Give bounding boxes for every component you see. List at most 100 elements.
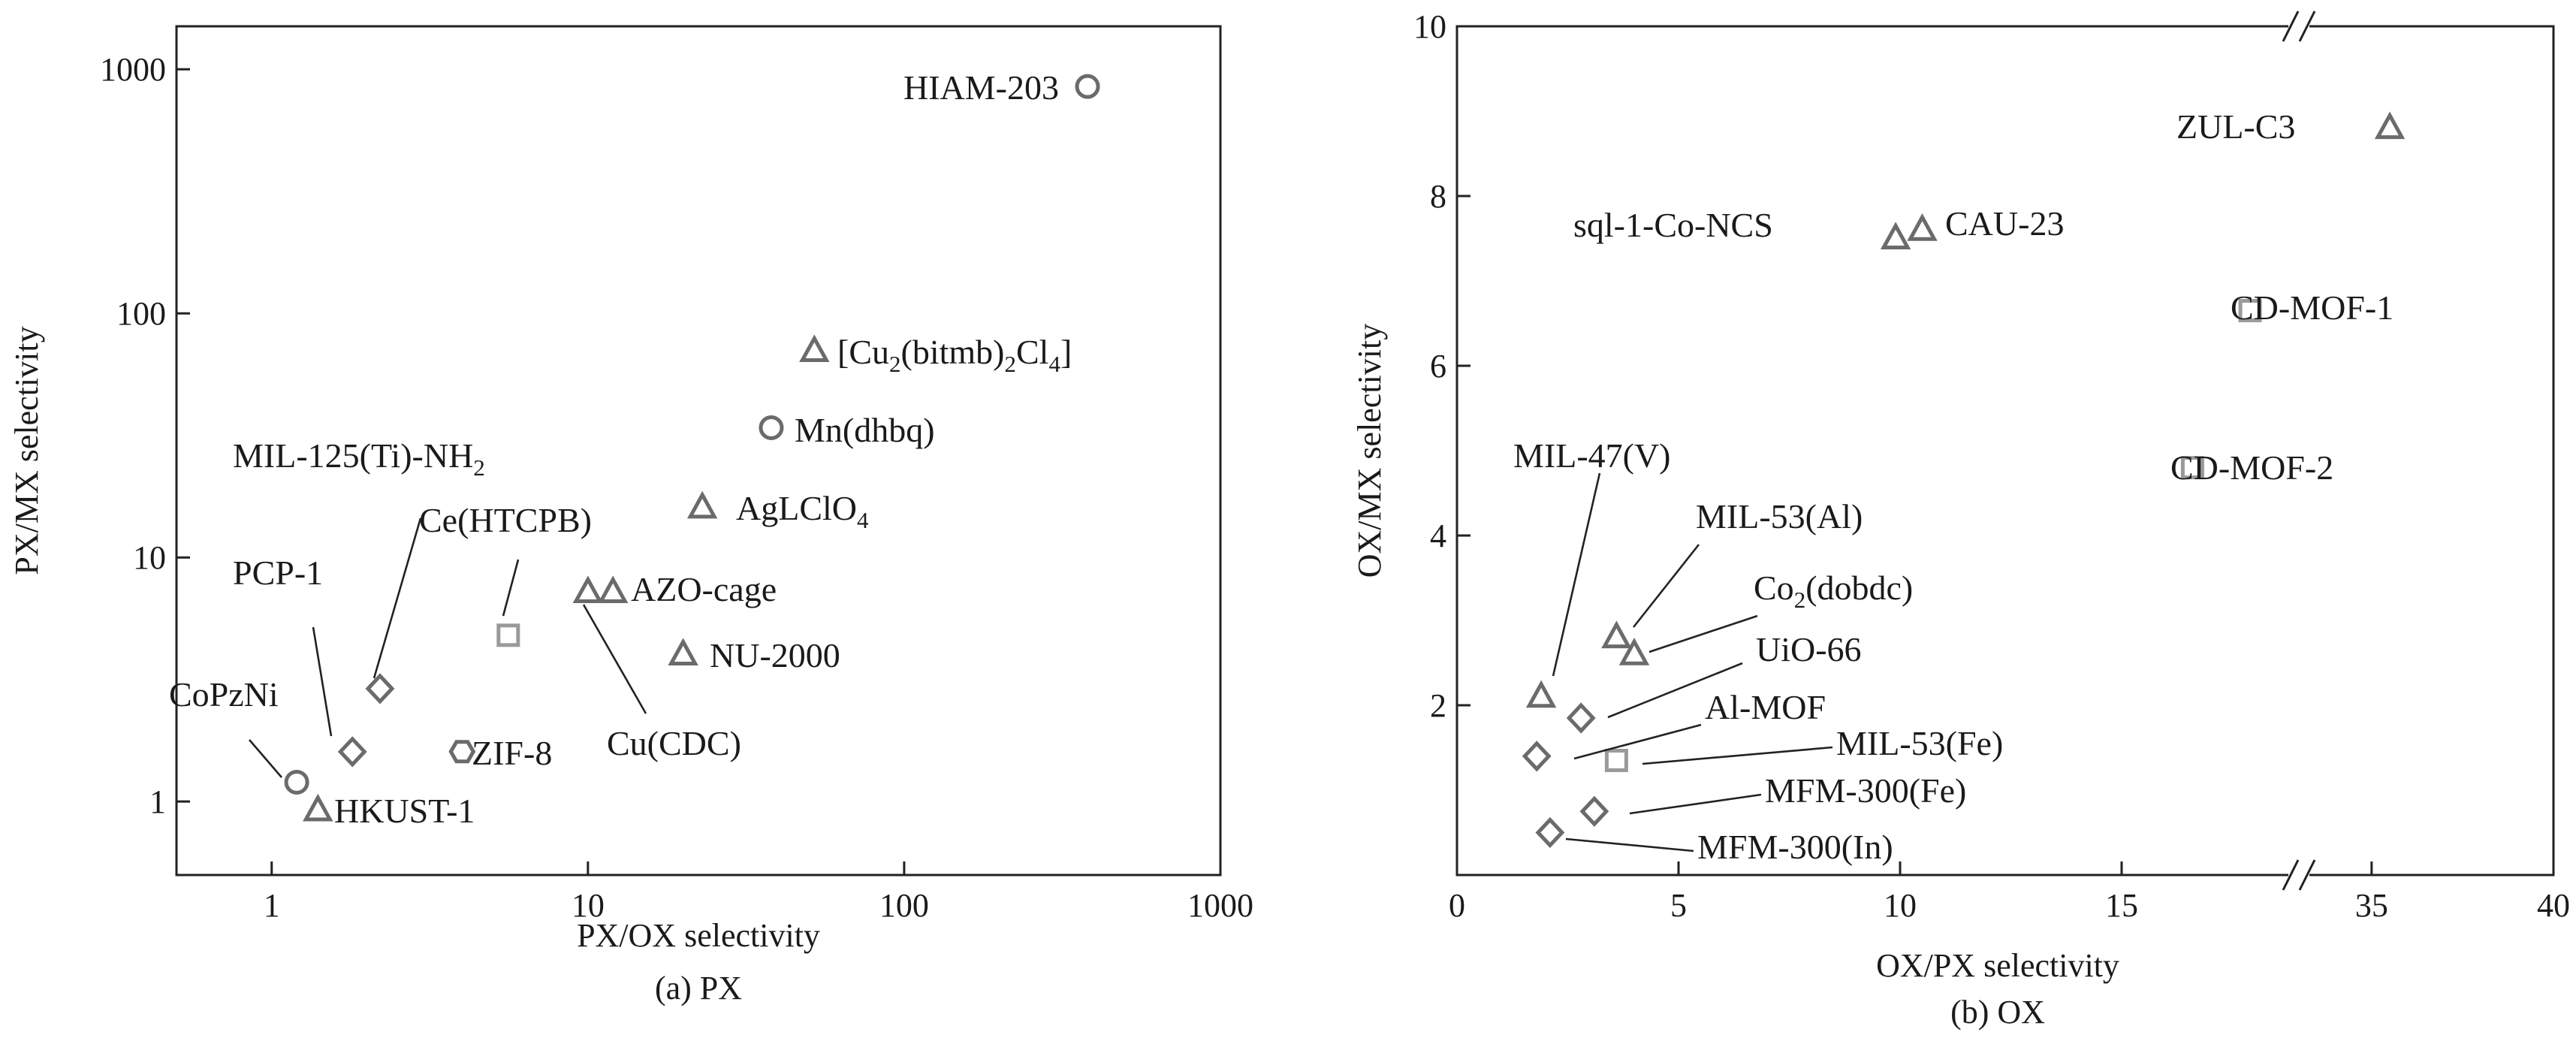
- label-co2-sub: 2: [1794, 587, 1806, 613]
- label-uio-66: UiO-66: [1756, 630, 1862, 668]
- axis-break-bottom: [2282, 859, 2316, 891]
- x-tick-label-b: 5: [1670, 887, 1687, 924]
- marker-mil-125-ti-nh2: [365, 673, 395, 705]
- marker-hkust-1: [303, 793, 333, 822]
- label-cu2-bitmb: [Cu2(bitmb)2Cl4]: [837, 333, 1072, 377]
- marker-mil-53-al: [1601, 620, 1632, 649]
- label-co2-part2: (dobdc): [1805, 569, 1913, 607]
- y-tick-label-a: 10: [133, 539, 166, 576]
- marker-cd-mof-2: [2180, 456, 2204, 480]
- marker-cau-23: [1907, 213, 1938, 241]
- leader-mfmin: [1565, 837, 1694, 852]
- x-tick-label-b: 15: [2105, 887, 2138, 924]
- label-mn-dhbq: Mn(dhbq): [795, 411, 935, 449]
- label-cau-23: CAU-23: [1945, 204, 2064, 243]
- marker-zul-c3: [2374, 111, 2406, 140]
- marker-aglclo4: [686, 490, 718, 519]
- plot-frame-a: [175, 25, 1222, 877]
- y-tick-label-b: 8: [1430, 178, 1446, 215]
- ticks-a: 1 10 100 1000 1 10 100 1000: [100, 51, 1253, 924]
- label-al-mof: Al-MOF: [1705, 688, 1826, 726]
- label-mil-53-fe: MIL-53(Fe): [1836, 724, 2003, 762]
- marker-ce-htcpb: [496, 623, 520, 647]
- label-mil-125: MIL-125(Ti)-NH2: [233, 436, 485, 481]
- y-axis-label-a: PX/MX selectivity: [8, 326, 45, 575]
- label-mfm-300-fe: MFM-300(Fe): [1765, 771, 1966, 810]
- marker-uio-66: [1566, 702, 1596, 734]
- x-axis-label-b: OX/PX selectivity: [1876, 947, 2119, 984]
- y-tick-label-a: 1000: [100, 51, 166, 88]
- leader-mil53fe: [1642, 746, 1833, 765]
- label-nu-2000: NU-2000: [710, 636, 840, 674]
- y-axis-label-b: OX/MX selectivity: [1351, 324, 1388, 578]
- leader-mil47: [1552, 472, 1601, 677]
- marker-mfm-300-fe: [1579, 795, 1609, 827]
- marker-cu2-bitmb-2cl4: [799, 334, 830, 363]
- label-ag-part1: AgLClO: [736, 489, 857, 527]
- marker-co2-dobdc: [1618, 638, 1650, 665]
- label-ce-htcpb: Ce(HTCPB): [419, 501, 592, 539]
- label-copznin: CoPzNi: [169, 675, 279, 714]
- marker-cd-mof-1: [2238, 299, 2262, 323]
- x-tick-label-a: 10: [572, 887, 605, 924]
- label-cu2-part3: Cl: [1016, 333, 1048, 371]
- label-co2-part1: Co: [1754, 569, 1794, 607]
- label-cu2-sub1: 2: [889, 351, 901, 377]
- label-cd-mof-2: CD-MOF-2: [2170, 448, 2333, 487]
- leader-uio66: [1607, 662, 1743, 719]
- marker-copzni: [284, 769, 309, 795]
- label-hiam-203: HIAM-203: [903, 68, 1059, 107]
- caption-b: (b) OX: [1950, 994, 2045, 1030]
- leader-mil53al: [1632, 544, 1700, 628]
- marker-sql-1-co-ncs: [1880, 222, 1911, 249]
- ticks-b: 0 5 10 15 35 40 2 4 6 8 10: [1413, 8, 2570, 924]
- marker-zif-8: [448, 740, 476, 764]
- marker-mn-dhbq: [759, 415, 784, 440]
- panel-b: 0 5 10 15 35 40 2 4 6 8 10 OX/PX selectivity (b) O…: [1351, 8, 2570, 1030]
- label-cu2-sub3: 4: [1048, 351, 1060, 377]
- x-tick-label-b: 40: [2537, 887, 2570, 924]
- label-mil-47: MIL-47(V): [1513, 436, 1671, 475]
- label-mil-53-al: MIL-53(Al): [1696, 497, 1863, 536]
- label-cu2-sub2: 2: [1004, 351, 1016, 377]
- label-sql-1-co-ncs: sql-1-Co-NCS: [1573, 206, 1773, 244]
- marker-mfm-300-in: [1535, 816, 1565, 849]
- label-cu2-part2: (bitmb): [901, 333, 1005, 371]
- x-tick-label-b: 0: [1449, 887, 1465, 924]
- leader-copz: [249, 739, 282, 778]
- axis-break-top: [2282, 11, 2316, 42]
- x-tick-label-a: 1: [264, 887, 280, 924]
- label-aglclo4: AgLClO4: [736, 489, 869, 533]
- marker-pcp-1: [337, 736, 367, 768]
- x-tick-label-b: 35: [2355, 887, 2388, 924]
- y-tick-label-b: 4: [1430, 517, 1446, 554]
- marker-hiam-203: [1075, 74, 1100, 99]
- label-co2-dobdc: Co2(dobdc): [1754, 569, 1913, 613]
- y-tick-label-b: 2: [1430, 687, 1446, 724]
- panel-a: 1 10 100 1000 1 10 100 1000 PX/OX selectivity (…: [8, 25, 1253, 1006]
- label-mil125-sub: 2: [473, 454, 485, 481]
- plot-frame-b: [1455, 25, 2555, 877]
- marker-cu-cdc: [572, 575, 604, 604]
- label-cu2-part1: [Cu: [837, 333, 889, 371]
- label-hkust-1: HKUST-1: [334, 792, 475, 830]
- label-mfm-300-in: MFM-300(In): [1697, 828, 1893, 866]
- y-tick-label-a: 1: [149, 783, 166, 820]
- caption-a: (a) PX: [655, 970, 742, 1006]
- leader-mil125: [373, 517, 422, 679]
- marker-azo-cage: [597, 575, 629, 604]
- markers-b: [1522, 111, 2406, 849]
- label-azo-cage: AZO-cage: [631, 570, 777, 608]
- x-tick-label-b: 10: [1884, 887, 1917, 924]
- leader-mfmfe: [1629, 793, 1762, 815]
- label-cu2-part4: ]: [1060, 333, 1072, 371]
- label-zul-c3: ZUL-C3: [2176, 107, 2295, 146]
- leader-pcp: [312, 626, 333, 737]
- marker-mil-53-fe: [1604, 748, 1628, 772]
- leader-cucdc: [582, 604, 647, 714]
- marker-nu-2000: [668, 638, 698, 666]
- label-pcp-1: PCP-1: [233, 554, 323, 592]
- marker-mil-47-v: [1525, 680, 1557, 708]
- label-cd-mof-1: CD-MOF-1: [2231, 288, 2394, 327]
